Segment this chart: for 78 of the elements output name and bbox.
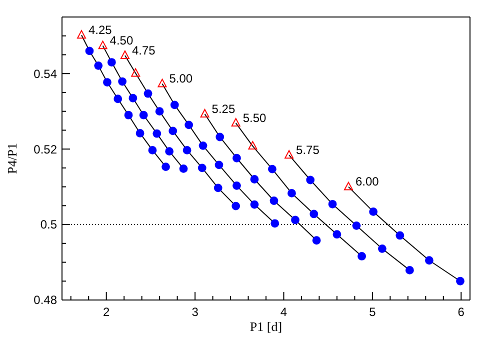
point (198, 141, 208, 150)
point (216, 132, 224, 142)
point (456, 276, 464, 286)
y-tick-label: 0.54 (34, 66, 58, 81)
point (231, 118, 240, 127)
point (405, 266, 414, 274)
point (250, 200, 259, 209)
point (85, 46, 94, 56)
point (291, 216, 300, 224)
point (168, 126, 178, 136)
point (332, 230, 342, 239)
point (98, 40, 108, 50)
point (425, 256, 434, 265)
point (120, 50, 130, 59)
point (136, 129, 144, 138)
point (306, 176, 315, 184)
point (288, 189, 296, 198)
point (232, 154, 241, 162)
point (170, 100, 179, 110)
point (214, 184, 222, 192)
point (179, 164, 188, 173)
point (158, 78, 167, 88)
point (124, 110, 133, 120)
point (107, 58, 116, 66)
point (114, 94, 122, 104)
point (232, 202, 240, 210)
point (128, 94, 138, 102)
point (144, 89, 152, 98)
point (103, 78, 112, 86)
point (94, 61, 103, 70)
point (198, 164, 206, 172)
series-label: 4.75 (132, 43, 156, 58)
point (328, 200, 337, 208)
point (162, 162, 170, 171)
point (248, 141, 258, 150)
x-tick-label: 4 (280, 305, 288, 319)
point (358, 252, 366, 260)
series-label: 5.50 (242, 110, 267, 125)
x-tick-label: 5 (369, 305, 376, 319)
point (396, 231, 404, 240)
point (312, 236, 321, 245)
point (284, 150, 294, 159)
point (165, 147, 174, 156)
point (152, 129, 162, 138)
series-label: 6.00 (355, 174, 380, 189)
series-label: 4.25 (88, 22, 112, 37)
series-label: 5.25 (212, 102, 236, 116)
point (270, 196, 278, 205)
x-tick-label: 6 (458, 305, 465, 319)
point (184, 120, 194, 130)
x-tick-label: 3 (192, 305, 199, 319)
point (118, 77, 127, 86)
point (182, 146, 192, 154)
y-tick-label: 0.5 (40, 218, 58, 232)
point (352, 221, 361, 230)
y-tick-label: 0.48 (34, 293, 58, 308)
series-label: 4.50 (110, 33, 134, 48)
point (139, 110, 148, 120)
series-label: 5.00 (169, 72, 193, 86)
point (77, 30, 86, 39)
point (214, 160, 224, 170)
point (270, 219, 280, 228)
point (250, 175, 259, 184)
point (131, 68, 140, 77)
point (310, 210, 318, 218)
x-axis-title: P1 [d] (250, 319, 282, 334)
point (155, 107, 164, 116)
point (200, 108, 210, 118)
point (344, 182, 353, 190)
point (369, 208, 378, 216)
point (268, 164, 276, 174)
series-label: 5.75 (296, 142, 320, 157)
x-tick-label: 2 (103, 305, 110, 319)
point (378, 244, 386, 253)
point (232, 181, 241, 190)
y-tick-label: 0.52 (34, 142, 58, 156)
point (148, 146, 157, 154)
y-axis-title: P4/P1 (4, 142, 20, 174)
